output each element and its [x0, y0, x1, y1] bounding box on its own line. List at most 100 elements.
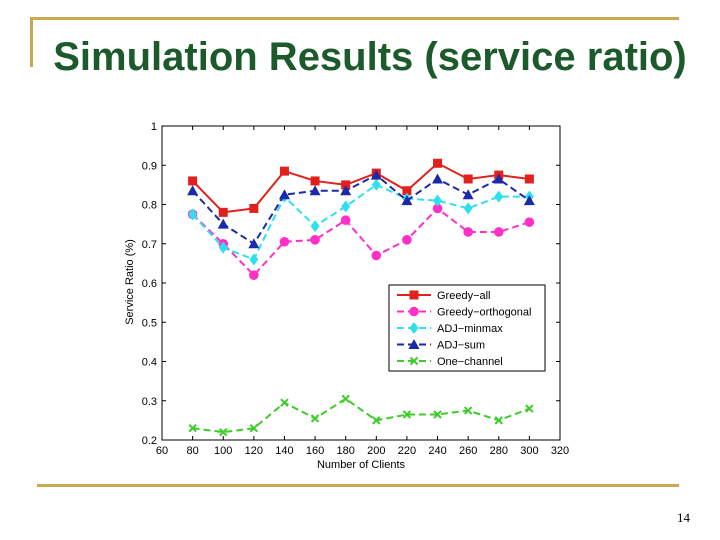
series-line-1	[191, 162, 530, 214]
series-1-point	[463, 174, 473, 184]
series-5-point	[372, 416, 381, 425]
series-line-2	[191, 207, 530, 277]
series-1-point	[188, 176, 198, 186]
series-4-point	[432, 173, 444, 184]
series-1-point	[341, 180, 351, 190]
series-4-point	[278, 189, 290, 200]
y-tick-label: 0.7	[142, 239, 157, 251]
series-4-point	[187, 185, 199, 196]
series-5-point	[280, 398, 289, 407]
series-line-4	[191, 173, 530, 246]
y-tick-label: 1	[151, 121, 157, 133]
y-tick-label: 0.3	[142, 396, 157, 408]
series-3-point	[218, 241, 228, 254]
x-tick-label: 120	[245, 445, 263, 457]
series-5-point	[494, 416, 503, 425]
y-tick-label: 0.5	[142, 317, 157, 329]
x-tick-label: 200	[367, 445, 385, 457]
frame-left-rule	[30, 17, 33, 67]
y-tick-label: 0.6	[142, 278, 157, 290]
y-tick-label: 0.9	[142, 160, 157, 172]
series-1-point	[249, 203, 259, 213]
series-5-point	[433, 410, 442, 419]
legend-entry-label: Greedy−all	[437, 290, 491, 302]
series-5-point	[188, 424, 197, 433]
series-3-point	[188, 208, 198, 221]
frame-top-rule	[30, 17, 679, 20]
series-1-point	[279, 166, 289, 176]
series-4-point	[340, 185, 352, 196]
x-tick-label: 220	[398, 445, 416, 457]
x-tick-label: 280	[490, 445, 508, 457]
x-tick-label: 240	[428, 445, 446, 457]
series-5-point	[463, 406, 473, 415]
legend-entry-label: ADJ−minmax	[437, 323, 503, 335]
series-4-point	[493, 173, 505, 184]
x-tick-label: 160	[306, 445, 324, 457]
plot-layer: 60 80 100 120 140 160 180 200 220 240 260 280 300 320…	[142, 121, 569, 457]
x-tick-label: 140	[275, 445, 293, 457]
series-3-point	[463, 202, 473, 215]
series-5-point	[249, 424, 259, 433]
y-tick-label: 0.2	[142, 435, 157, 447]
frame-bottom-rule	[37, 484, 679, 487]
series-1-point	[524, 174, 534, 184]
series-2-point	[279, 236, 290, 247]
legend-entry-label: ADJ−sum	[437, 340, 485, 352]
series-2-point	[432, 203, 443, 214]
series-line-5	[192, 397, 530, 434]
y-tick-label: 0.8	[142, 200, 157, 212]
y-axis-label: Service Ratio (%)	[124, 239, 136, 325]
series-5-point	[219, 427, 228, 437]
x-tick-label: 320	[551, 445, 569, 457]
series-line-3	[191, 183, 530, 261]
series-3-point	[249, 253, 259, 266]
series-4-point	[462, 189, 474, 200]
series-3-point	[371, 178, 381, 191]
legend-swatch-marker	[408, 339, 420, 349]
y-tick-label: 0.4	[142, 357, 157, 369]
legend-swatch-marker	[409, 306, 419, 317]
series-2-point	[524, 217, 535, 227]
series-4-point	[370, 169, 382, 180]
x-tick-label: 300	[520, 445, 538, 457]
series-4-point	[248, 238, 260, 249]
slide-page-number: 14	[677, 510, 690, 525]
x-tick-label: 60	[156, 445, 168, 457]
series-2-point	[493, 227, 504, 237]
series-4-point	[401, 195, 413, 206]
series-5-point	[341, 394, 350, 403]
series-2-point	[371, 250, 382, 261]
legend-swatch-marker	[409, 290, 419, 300]
series-1-point	[310, 176, 320, 186]
legend-entry-label: One−channel	[437, 356, 503, 368]
series-1-point	[433, 158, 443, 168]
series-3-point	[341, 200, 351, 213]
series-5-point	[525, 404, 534, 413]
legend-swatch-marker	[409, 322, 419, 334]
series-1-point	[402, 186, 412, 196]
series-3-point	[433, 194, 443, 207]
series-3-point	[494, 190, 504, 203]
series-4-point	[217, 218, 229, 229]
series-3-point	[310, 220, 320, 233]
series-4-point	[523, 195, 535, 206]
legend-entry-label: Greedy−orthogonal	[437, 307, 531, 319]
series-4-point	[309, 185, 321, 196]
series-5-point	[402, 410, 412, 419]
x-axis-label: Number of Clients	[317, 459, 406, 471]
slide-title: Simulation Results (service ratio)	[53, 35, 687, 79]
series-2-point	[402, 235, 412, 245]
x-tick-label: 260	[459, 445, 477, 457]
series-1-point	[218, 207, 228, 217]
x-tick-label: 180	[337, 445, 355, 457]
series-5-point	[310, 414, 320, 423]
x-tick-label: 80	[186, 445, 198, 457]
x-tick-label: 100	[214, 445, 232, 457]
series-2-point	[310, 235, 320, 245]
series-2-point	[249, 270, 259, 280]
series-2-point	[463, 227, 473, 237]
series-2-point	[340, 215, 351, 225]
legend-swatch-marker	[409, 356, 419, 366]
